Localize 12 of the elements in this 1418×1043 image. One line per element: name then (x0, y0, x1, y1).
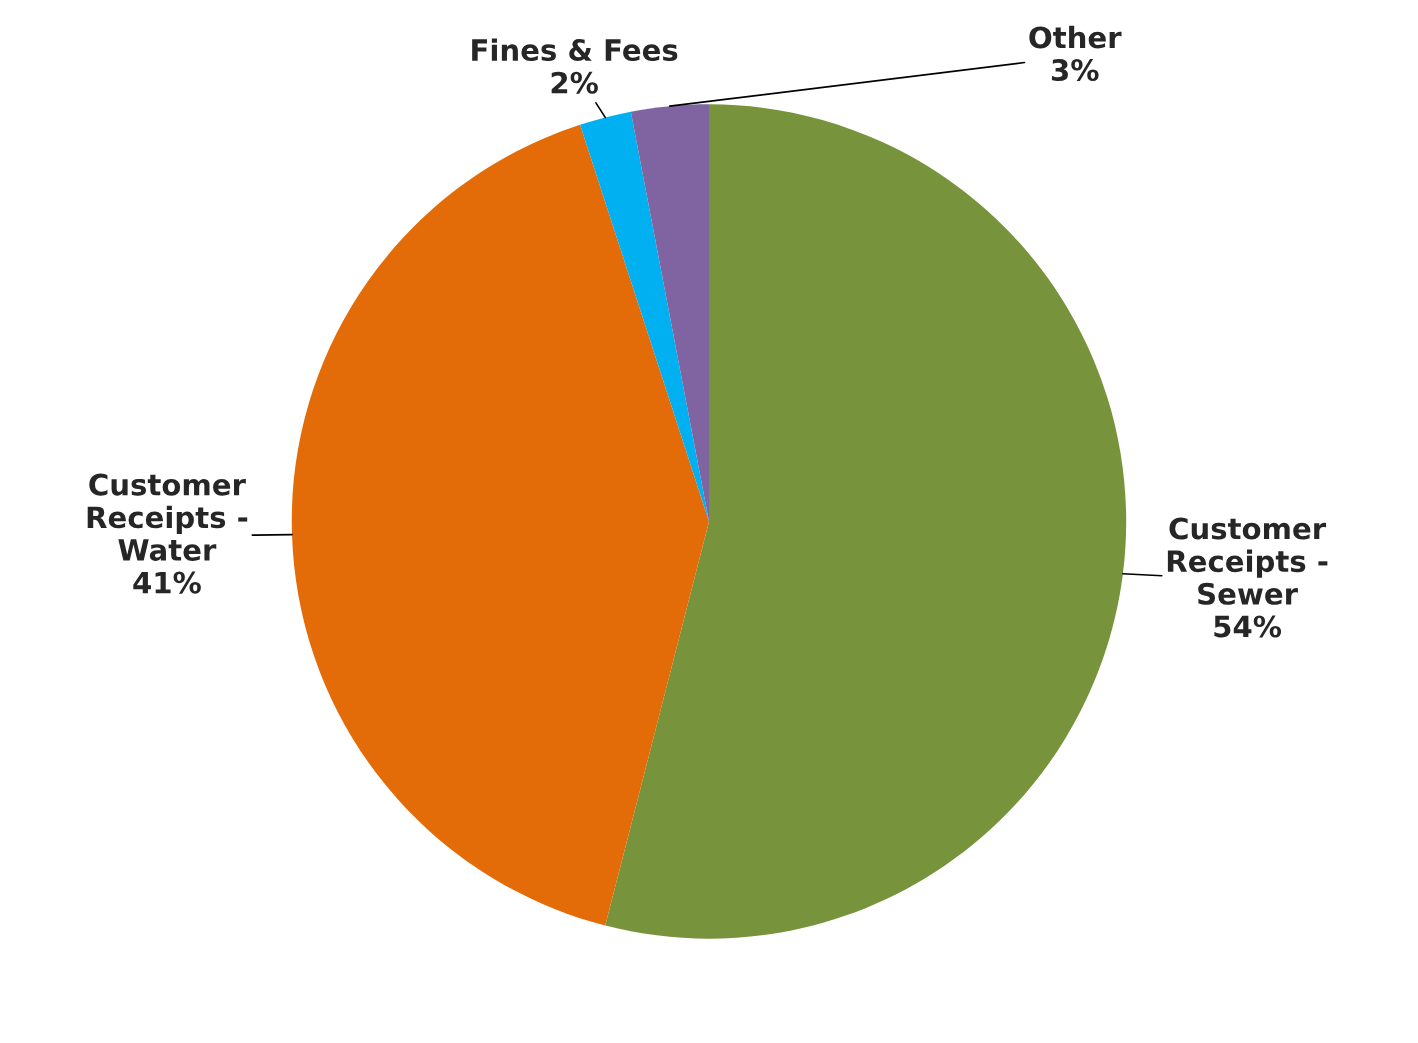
data-label: 41% (133, 571, 201, 594)
pie-slice (605, 104, 1127, 939)
slice-label: Fines & Fees (472, 38, 678, 62)
slice-label: Other (1029, 25, 1122, 49)
data-label: 54% (1214, 615, 1282, 638)
slice-label: Customer Receipts - Sewer (1167, 517, 1328, 605)
data-label: 3% (1051, 59, 1099, 82)
pie-slice (291, 124, 709, 926)
pie-slice (580, 111, 709, 522)
data-label: 2% (551, 71, 598, 94)
slice-label: Customer Receipts - Water (87, 473, 248, 561)
pie-slice (630, 104, 709, 522)
